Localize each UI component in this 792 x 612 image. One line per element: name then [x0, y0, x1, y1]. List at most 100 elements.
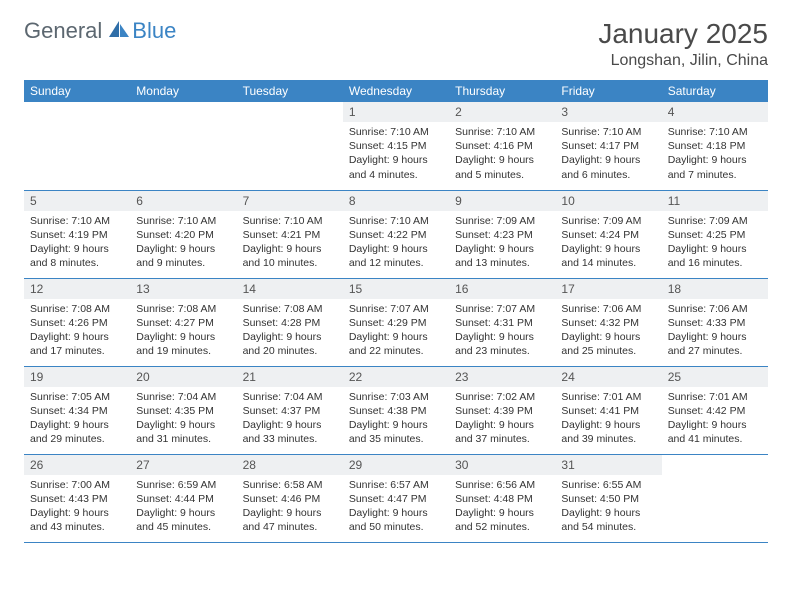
calendar-day-cell: 21 Sunrise: 7:04 AMSunset: 4:37 PMDayligh… [237, 366, 343, 454]
day-header-cell: Monday [130, 80, 236, 102]
calendar-day-cell: 1Sunrise: 7:10 AMSunset: 4:15 PMDaylight… [343, 102, 449, 190]
sunrise-line: Sunrise: 7:08 AM [136, 302, 230, 316]
sunrise-line: Sunrise: 7:04 AM [136, 390, 230, 404]
day-data: Sunrise: 7:07 AMSunset: 4:29 PMDaylight:… [343, 299, 449, 363]
sunset-line: Sunset: 4:16 PM [455, 139, 549, 153]
day-data: Sunrise: 7:09 AMSunset: 4:24 PMDaylight:… [555, 211, 661, 275]
sunset-line: Sunset: 4:25 PM [668, 228, 762, 242]
sunset-line: Sunset: 4:21 PM [243, 228, 337, 242]
daylight-line: Daylight: 9 hours and 25 minutes. [561, 330, 655, 358]
calendar-day-cell: 16Sunrise: 7:07 AMSunset: 4:31 PMDayligh… [449, 278, 555, 366]
sunrise-line: Sunrise: 7:10 AM [136, 214, 230, 228]
day-data: Sunrise: 7:04 AMSunset: 4:35 PMDaylight:… [130, 387, 236, 451]
day-number: 25 [662, 367, 768, 387]
calendar-week-row: 5Sunrise: 7:10 AMSunset: 4:19 PMDaylight… [24, 190, 768, 278]
calendar-day-cell [662, 454, 768, 542]
calendar-day-cell [24, 102, 130, 190]
daylight-line: Daylight: 9 hours and 13 minutes. [455, 242, 549, 270]
calendar-day-cell: 29Sunrise: 6:57 AMSunset: 4:47 PMDayligh… [343, 454, 449, 542]
day-number: 11 [662, 191, 768, 211]
sunset-line: Sunset: 4:39 PM [455, 404, 549, 418]
calendar-day-cell: 15Sunrise: 7:07 AMSunset: 4:29 PMDayligh… [343, 278, 449, 366]
calendar-week-row: 12Sunrise: 7:08 AMSunset: 4:26 PMDayligh… [24, 278, 768, 366]
day-number: 24 [555, 367, 661, 387]
daylight-line: Daylight: 9 hours and 9 minutes. [136, 242, 230, 270]
sunset-line: Sunset: 4:38 PM [349, 404, 443, 418]
sunrise-line: Sunrise: 7:10 AM [30, 214, 124, 228]
sunset-line: Sunset: 4:37 PM [243, 404, 337, 418]
sunrise-line: Sunrise: 7:08 AM [30, 302, 124, 316]
sunset-line: Sunset: 4:32 PM [561, 316, 655, 330]
sunrise-line: Sunrise: 7:09 AM [561, 214, 655, 228]
daylight-line: Daylight: 9 hours and 33 minutes. [243, 418, 337, 446]
daylight-line: Daylight: 9 hours and 4 minutes. [349, 153, 443, 181]
sunset-line: Sunset: 4:33 PM [668, 316, 762, 330]
day-number: 6 [130, 191, 236, 211]
sail-icon [108, 20, 130, 43]
day-number: 8 [343, 191, 449, 211]
day-data: Sunrise: 7:10 AMSunset: 4:17 PMDaylight:… [555, 122, 661, 186]
day-data: Sunrise: 7:02 AMSunset: 4:39 PMDaylight:… [449, 387, 555, 451]
daylight-line: Daylight: 9 hours and 7 minutes. [668, 153, 762, 181]
calendar-day-cell: 13Sunrise: 7:08 AMSunset: 4:27 PMDayligh… [130, 278, 236, 366]
day-number: 23 [449, 367, 555, 387]
day-number: 22 [343, 367, 449, 387]
day-data: Sunrise: 7:10 AMSunset: 4:21 PMDaylight:… [237, 211, 343, 275]
sunrise-line: Sunrise: 7:05 AM [30, 390, 124, 404]
sunset-line: Sunset: 4:41 PM [561, 404, 655, 418]
day-data: Sunrise: 7:09 AMSunset: 4:23 PMDaylight:… [449, 211, 555, 275]
sunset-line: Sunset: 4:31 PM [455, 316, 549, 330]
day-data: Sunrise: 7:06 AMSunset: 4:32 PMDaylight:… [555, 299, 661, 363]
daylight-line: Daylight: 9 hours and 23 minutes. [455, 330, 549, 358]
day-number: 14 [237, 279, 343, 299]
day-data: Sunrise: 6:56 AMSunset: 4:48 PMDaylight:… [449, 475, 555, 539]
day-number: 26 [24, 455, 130, 475]
calendar-day-cell: 22Sunrise: 7:03 AMSunset: 4:38 PMDayligh… [343, 366, 449, 454]
calendar-day-cell: 30Sunrise: 6:56 AMSunset: 4:48 PMDayligh… [449, 454, 555, 542]
sunrise-line: Sunrise: 6:58 AM [243, 478, 337, 492]
day-data: Sunrise: 7:00 AMSunset: 4:43 PMDaylight:… [24, 475, 130, 539]
sunset-line: Sunset: 4:50 PM [561, 492, 655, 506]
sunset-line: Sunset: 4:20 PM [136, 228, 230, 242]
day-data: Sunrise: 7:05 AMSunset: 4:34 PMDaylight:… [24, 387, 130, 451]
sunrise-line: Sunrise: 7:10 AM [455, 125, 549, 139]
sunrise-line: Sunrise: 7:02 AM [455, 390, 549, 404]
day-number: 2 [449, 102, 555, 122]
calendar-week-row: 1Sunrise: 7:10 AMSunset: 4:15 PMDaylight… [24, 102, 768, 190]
logo-text-blue: Blue [132, 18, 176, 44]
sunrise-line: Sunrise: 7:07 AM [455, 302, 549, 316]
title-block: January 2025 Longshan, Jilin, China [598, 18, 768, 70]
calendar-day-cell: 4Sunrise: 7:10 AMSunset: 4:18 PMDaylight… [662, 102, 768, 190]
day-data: Sunrise: 7:09 AMSunset: 4:25 PMDaylight:… [662, 211, 768, 275]
daylight-line: Daylight: 9 hours and 35 minutes. [349, 418, 443, 446]
daylight-line: Daylight: 9 hours and 31 minutes. [136, 418, 230, 446]
daylight-line: Daylight: 9 hours and 29 minutes. [30, 418, 124, 446]
sunset-line: Sunset: 4:35 PM [136, 404, 230, 418]
day-header-row: SundayMondayTuesdayWednesdayThursdayFrid… [24, 80, 768, 102]
calendar-day-cell [130, 102, 236, 190]
day-number: 28 [237, 455, 343, 475]
day-data: Sunrise: 7:07 AMSunset: 4:31 PMDaylight:… [449, 299, 555, 363]
sunset-line: Sunset: 4:44 PM [136, 492, 230, 506]
day-header-cell: Wednesday [343, 80, 449, 102]
day-header-cell: Sunday [24, 80, 130, 102]
day-data: Sunrise: 6:57 AMSunset: 4:47 PMDaylight:… [343, 475, 449, 539]
sunrise-line: Sunrise: 7:01 AM [668, 390, 762, 404]
day-number: 21 [237, 367, 343, 387]
sunrise-line: Sunrise: 7:04 AM [243, 390, 337, 404]
sunset-line: Sunset: 4:29 PM [349, 316, 443, 330]
page-title: January 2025 [598, 18, 768, 50]
calendar-day-cell: 26Sunrise: 7:00 AMSunset: 4:43 PMDayligh… [24, 454, 130, 542]
day-data: Sunrise: 7:10 AMSunset: 4:18 PMDaylight:… [662, 122, 768, 186]
daylight-line: Daylight: 9 hours and 17 minutes. [30, 330, 124, 358]
sunset-line: Sunset: 4:23 PM [455, 228, 549, 242]
sunset-line: Sunset: 4:43 PM [30, 492, 124, 506]
calendar-day-cell: 5Sunrise: 7:10 AMSunset: 4:19 PMDaylight… [24, 190, 130, 278]
sunrise-line: Sunrise: 7:07 AM [349, 302, 443, 316]
day-number: 20 [130, 367, 236, 387]
daylight-line: Daylight: 9 hours and 54 minutes. [561, 506, 655, 534]
day-data: Sunrise: 6:55 AMSunset: 4:50 PMDaylight:… [555, 475, 661, 539]
calendar-day-cell: 9Sunrise: 7:09 AMSunset: 4:23 PMDaylight… [449, 190, 555, 278]
calendar-day-cell: 7Sunrise: 7:10 AMSunset: 4:21 PMDaylight… [237, 190, 343, 278]
sunrise-line: Sunrise: 7:10 AM [561, 125, 655, 139]
